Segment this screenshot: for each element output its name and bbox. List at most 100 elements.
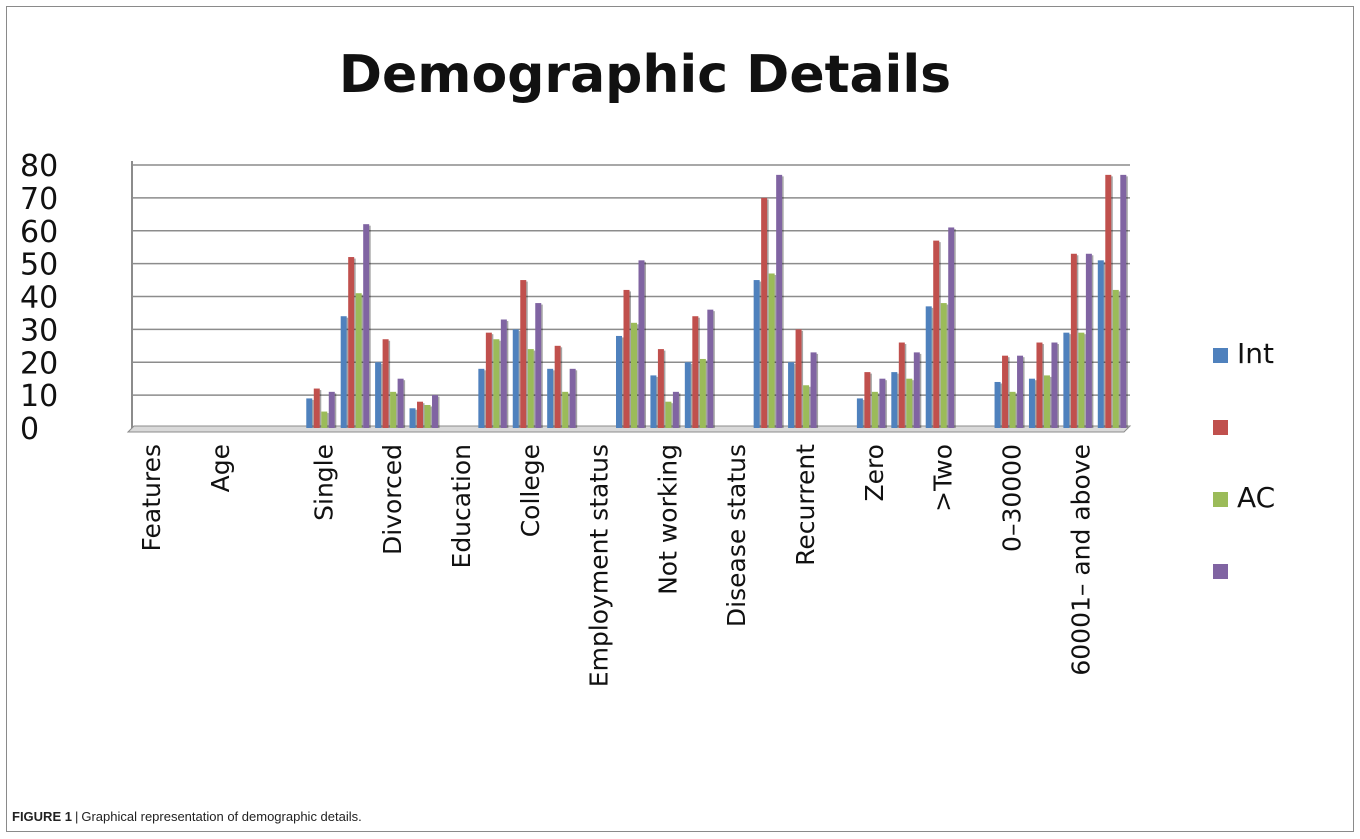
bar-shade: [1049, 376, 1052, 428]
bar-shade: [506, 321, 509, 428]
chart-title: Demographic Details: [339, 45, 951, 105]
bar-shade: [1084, 334, 1086, 428]
bar-shade: [678, 393, 681, 428]
bar: [933, 240, 940, 428]
figure-caption: FIGURE 1 | Graphical representation of dem…: [12, 809, 362, 824]
bar: [891, 372, 898, 428]
bar: [1043, 375, 1050, 428]
bar-shade: [919, 353, 922, 428]
bar: [1085, 253, 1092, 428]
bar: [638, 260, 645, 428]
bar-shade: [698, 317, 700, 428]
bar: [856, 398, 863, 428]
bar-shade: [1111, 176, 1113, 428]
bar: [1105, 174, 1112, 428]
bar: [1036, 342, 1043, 428]
bar-shade: [1091, 255, 1094, 428]
bar: [879, 378, 886, 428]
legend-swatch: [1213, 564, 1228, 579]
bar: [321, 411, 328, 428]
bar: [913, 352, 920, 428]
bar-shade: [671, 403, 673, 428]
bar-shade: [877, 393, 880, 428]
x-tick-label: Education: [447, 444, 476, 568]
bar: [631, 322, 637, 428]
bar: [409, 408, 416, 428]
bar: [397, 378, 404, 428]
bar: [1009, 391, 1016, 428]
bar-shade: [1126, 176, 1128, 428]
x-tick-label: Divorced: [378, 444, 407, 555]
bar-shade: [637, 324, 639, 428]
x-tick-label: Zero: [860, 444, 889, 502]
bar-shade: [801, 330, 804, 428]
legend-label: Int: [1237, 337, 1274, 370]
bar: [520, 280, 527, 428]
bar-shade: [541, 304, 543, 428]
x-tick-label: College: [516, 444, 545, 537]
bar-shade: [705, 360, 708, 428]
legend-swatch: [1213, 420, 1228, 435]
bar: [665, 401, 672, 428]
bar: [417, 401, 424, 428]
bar: [871, 391, 878, 428]
bar: [948, 227, 955, 428]
x-tick-label: >Two: [929, 444, 958, 512]
legend: Int AC: [1213, 337, 1275, 579]
bar-shade: [526, 281, 528, 428]
bar-shade: [388, 340, 391, 428]
bar: [306, 398, 313, 428]
bar: [424, 404, 431, 428]
bar-shade: [713, 311, 715, 428]
bar: [512, 329, 519, 428]
bar: [761, 197, 768, 428]
bar: [432, 395, 439, 428]
bar-shade: [491, 334, 494, 428]
bar-shade: [430, 406, 433, 428]
bar: [940, 303, 947, 428]
bar-shade: [1103, 261, 1106, 428]
bar-shade: [533, 350, 536, 428]
bar-shade: [403, 380, 406, 428]
bar: [699, 358, 706, 428]
bar-shade: [690, 363, 693, 428]
bar-shade: [575, 370, 578, 428]
bar: [485, 332, 492, 428]
bar: [650, 375, 657, 428]
y-tick-label: 80: [20, 149, 58, 184]
bar: [340, 316, 347, 428]
bar-shade: [1015, 393, 1018, 428]
x-tick-label: 0–30000: [998, 444, 1027, 552]
y-tick-label: 50: [20, 248, 58, 283]
bar: [390, 391, 397, 428]
legend-label: AC: [1237, 481, 1275, 514]
bar: [864, 372, 871, 428]
bar: [1097, 260, 1104, 428]
bar-shade: [759, 281, 762, 428]
bars: [306, 174, 1128, 428]
bar: [707, 309, 714, 428]
bar: [569, 368, 576, 428]
bar-shade: [912, 380, 914, 428]
bar-shade: [361, 294, 364, 428]
bar-shade: [946, 304, 949, 428]
bar: [925, 306, 932, 428]
bar-shade: [484, 370, 486, 428]
bar: [672, 391, 679, 428]
bar-shade: [656, 376, 658, 428]
bar-shade: [629, 291, 631, 428]
bar: [810, 352, 817, 428]
x-tick-label: Recurrent: [791, 444, 820, 566]
bar: [1017, 355, 1024, 428]
x-tick-label: Disease status: [722, 444, 751, 627]
bar-shade: [312, 399, 314, 428]
y-tick-label: 30: [20, 313, 58, 348]
x-tick-label: Age: [206, 444, 235, 492]
bar: [562, 391, 569, 428]
bar: [355, 293, 362, 428]
bar-shade: [774, 274, 777, 428]
bar-shade: [415, 409, 418, 428]
x-tick-label: Features: [137, 444, 166, 552]
bar: [382, 339, 389, 428]
